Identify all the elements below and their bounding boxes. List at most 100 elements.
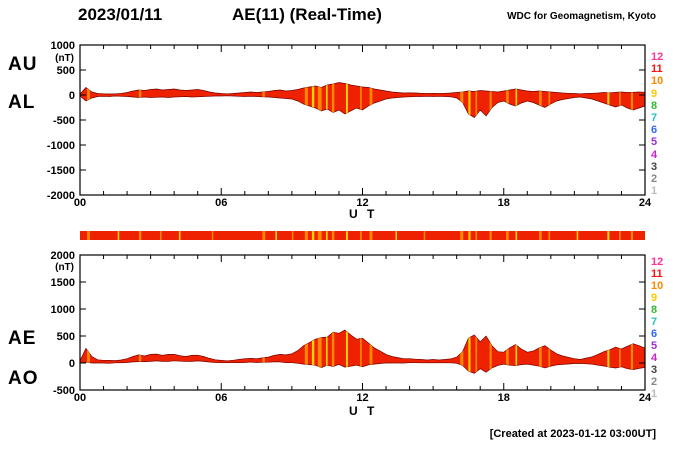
station-count-legend-item: 2: [651, 173, 658, 185]
station-count-legend-item: 10: [651, 280, 664, 292]
availability-bar-segment: [311, 231, 315, 240]
availability-bar-segment: [468, 231, 471, 240]
station-count-legend-item: 9: [651, 87, 658, 100]
ae-ao-area: [79, 329, 646, 374]
created-timestamp: [Created at 2023-01-12 03:00UT]: [489, 428, 656, 440]
availability-bar-segment: [331, 231, 335, 240]
station-count-stripe: [506, 82, 509, 118]
station-count-stripe: [262, 82, 265, 118]
station-count-legend-item: 10: [651, 75, 664, 88]
label-ao: AO: [8, 368, 39, 389]
ut-axis-label-bottom: U T: [349, 404, 378, 418]
station-count-legend-item: 7: [651, 316, 658, 328]
x-tick-label: 06: [215, 197, 227, 209]
stripe-group: [87, 330, 633, 374]
station-count-stripe: [619, 330, 621, 374]
x-tick-label: 24: [639, 197, 652, 209]
availability-bar-segment: [515, 231, 518, 240]
stripe-group: [87, 82, 633, 118]
availability-bar-segment: [423, 231, 426, 240]
station-count-legend-item: 7: [651, 112, 658, 124]
availability-bar-segment: [117, 231, 120, 240]
station-count-stripe: [87, 82, 90, 118]
label-ae: AE: [8, 328, 37, 349]
station-count-legend-item: 1: [651, 388, 658, 400]
availability-bar-segment: [275, 231, 277, 240]
ut-axis-label-top: U T: [349, 207, 378, 221]
x-tick-label: 12: [356, 392, 368, 404]
station-count-stripe: [475, 82, 478, 118]
station-count-stripe: [515, 330, 518, 374]
y-tick-label: 500: [57, 331, 75, 343]
station-count-stripe: [630, 82, 633, 118]
station-count-legend-item: 4: [651, 352, 658, 364]
y-tick-label: 0: [69, 90, 75, 102]
y-tick-label: -1500: [47, 165, 75, 177]
x-tick-label: 00: [74, 197, 86, 209]
station-count-legend-item: 6: [651, 328, 658, 340]
station-count-stripe: [326, 330, 328, 374]
station-count-stripe: [515, 82, 518, 118]
plot-date: 2023/01/11: [78, 5, 163, 24]
au-al-area: [79, 82, 646, 118]
station-count-stripe: [317, 330, 322, 374]
availability-bar-segment: [395, 231, 397, 240]
availability-bar-segment: [607, 231, 610, 240]
y-tick-label: 2000: [51, 250, 75, 262]
station-count-stripe: [360, 330, 362, 374]
station-count-stripe: [346, 330, 348, 374]
availability-bar-segment: [211, 231, 214, 240]
availability-bar-segment: [539, 231, 542, 240]
availability-bar-base: [80, 231, 645, 240]
plot-frame: [79, 254, 646, 391]
station-count-stripe: [311, 82, 315, 118]
availability-bar-segment: [460, 231, 464, 240]
station-count-stripe: [262, 330, 265, 374]
station-count-legend-item: 1: [651, 185, 658, 198]
y-tick-label: -500: [53, 385, 75, 397]
availability-bar-segment: [138, 231, 142, 240]
availability-bar-segment: [369, 231, 373, 240]
station-count-legend-item: 8: [651, 304, 658, 316]
y-tick-label: 1500: [51, 277, 75, 289]
availability-bar-segment: [489, 231, 492, 240]
availability-bar-segment: [475, 231, 478, 240]
station-count-stripe: [311, 330, 315, 374]
station-count-stripe: [475, 330, 478, 374]
station-count-legend-item: 3: [651, 364, 658, 376]
station-count-stripe: [489, 330, 492, 374]
y-tick-label: 500: [57, 65, 75, 77]
availability-bar-segment: [506, 231, 509, 240]
x-tick-label: 24: [639, 392, 652, 404]
station-count-stripe: [630, 330, 633, 374]
x-tick-label: 18: [498, 392, 510, 404]
station-count-stripe: [539, 82, 542, 118]
station-count-legend-item: 6: [651, 124, 658, 137]
y-tick-label: -1000: [47, 140, 75, 152]
availability-bar-segment: [160, 231, 162, 240]
station-count-legend-item: 11: [651, 268, 663, 280]
unit-label-bottom: (nT): [55, 262, 74, 273]
station-count-stripe: [460, 330, 464, 374]
station-count-legend-item: 11: [651, 63, 663, 76]
availability-bar-segment: [630, 231, 633, 240]
station-count-legend-item: 8: [651, 99, 658, 112]
station-count-stripe: [138, 82, 142, 118]
station-count-stripe: [460, 82, 464, 118]
x-tick-label: 00: [74, 392, 86, 404]
station-count-stripe: [360, 82, 362, 118]
station-count-stripe: [369, 82, 373, 118]
availability-bar-segment: [346, 231, 348, 240]
station-count-stripe: [619, 82, 621, 118]
station-count-legend-item: 5: [651, 136, 658, 149]
station-count-stripe: [304, 330, 308, 374]
availability-bar-segment: [360, 231, 362, 240]
station-count-legend-item: 5: [651, 340, 658, 352]
availability-bar-segment: [304, 231, 308, 240]
station-count-legend-item: 9: [651, 292, 658, 304]
station-count-legend-item: 2: [651, 376, 658, 388]
station-count-stripe: [331, 82, 335, 118]
station-count-legend-item: 3: [651, 160, 658, 173]
